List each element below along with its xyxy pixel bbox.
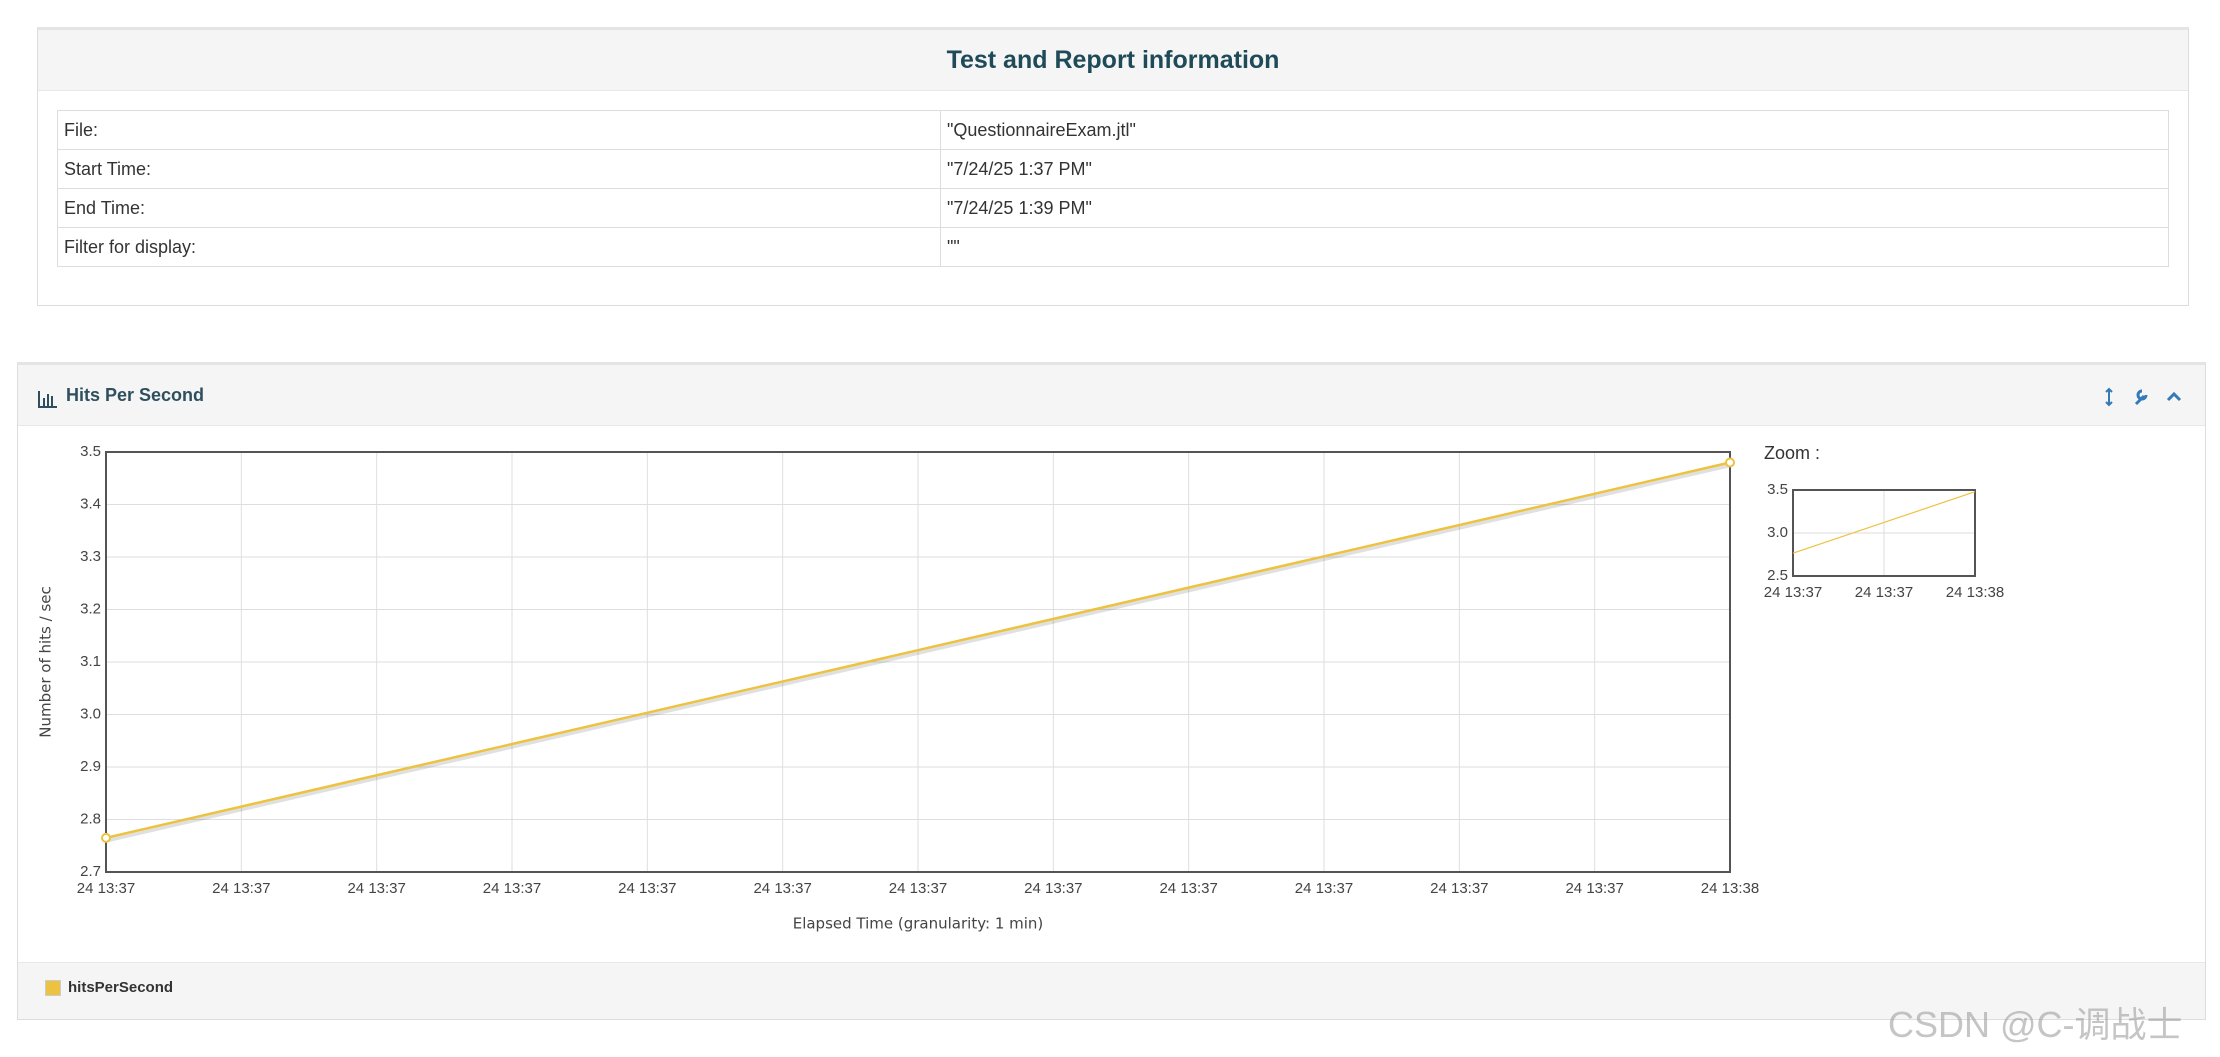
info-title: Test and Report information xyxy=(38,30,2188,91)
line-shadow xyxy=(105,463,1731,843)
y-tick-label: 3.3 xyxy=(80,548,101,565)
x-tick-label: 24 13:37 xyxy=(1295,880,1353,897)
x-tick-label: 24 13:37 xyxy=(1159,880,1217,897)
y-axis-label: Number of hits / sec xyxy=(37,586,55,738)
series-line xyxy=(105,461,1731,840)
y-tick-label: 3.5 xyxy=(80,443,101,460)
cell: Start Time: xyxy=(57,149,941,189)
x-axis-label: Elapsed Time (granularity: 1 min) xyxy=(793,915,1044,933)
y-tick-label: 2.8 xyxy=(80,810,101,827)
y-tick-label: 2.7 xyxy=(80,863,101,880)
x-tick-label: 24 13:37 xyxy=(1855,584,1913,601)
point xyxy=(1725,457,1735,468)
point xyxy=(101,832,111,843)
y-tick-label: 2.9 xyxy=(80,758,101,775)
panel-tools[interactable] xyxy=(2100,387,2200,407)
chart-icon xyxy=(38,391,57,408)
x-tick-label: 24 13:37 xyxy=(1430,880,1488,897)
x-tick-label: 24 13:37 xyxy=(1024,880,1082,897)
y-tick-label: 2.5 xyxy=(1767,567,1788,584)
cell: Filter for display: xyxy=(57,227,941,267)
info-panel: Test and Report information File: "Questi… xyxy=(37,27,2189,306)
chart-title: Hits Per Second xyxy=(66,385,205,405)
x-tick-label: 24 13:38 xyxy=(1946,584,2004,601)
row: Filter for display: "" xyxy=(57,227,2169,267)
legend: hitsPerSecond xyxy=(18,962,2205,1019)
legend-label: hitsPerSecond xyxy=(68,979,174,996)
x-tick-label: 24 13:37 xyxy=(618,880,676,897)
x-tick-label: 24 13:37 xyxy=(212,880,270,897)
zoom-title: Zoom : xyxy=(1764,443,1820,463)
x-tick-label: 24 13:37 xyxy=(483,880,541,897)
x-tick-label: 24 13:37 xyxy=(1764,584,1822,601)
row: End Time: "7/24/25 1:39 PM" xyxy=(57,188,2169,228)
chart-header: Hits Per Second xyxy=(18,365,2205,426)
cell: End Time: xyxy=(57,188,941,228)
info-table: File: "QuestionnaireExam.jtl" Start Time:… xyxy=(57,110,2169,267)
y-tick-label: 3.1 xyxy=(80,653,101,670)
series-line xyxy=(1792,491,1976,554)
row: Start Time: "7/24/25 1:37 PM" xyxy=(57,149,2169,189)
x-tick-label: 24 13:37 xyxy=(347,880,405,897)
chart-panel: Hits Per Second hitsPerSecond xyxy=(17,362,2206,1020)
watermark: CSDN @C-调战士 xyxy=(1888,1004,2183,1045)
y-tick-label: 3.0 xyxy=(80,705,101,722)
y-tick-label: 3.2 xyxy=(80,600,101,617)
plot-border xyxy=(105,451,1731,873)
cell: "7/24/25 1:37 PM" xyxy=(940,149,2169,189)
x-tick-label: 24 13:37 xyxy=(753,880,811,897)
x-tick-label: 24 13:37 xyxy=(889,880,947,897)
legend-swatch xyxy=(45,980,61,996)
cell: "7/24/25 1:39 PM" xyxy=(940,188,2169,228)
x-tick-label: 24 13:38 xyxy=(1701,880,1759,897)
y-tick-label: 3.0 xyxy=(1767,524,1788,541)
cell: "" xyxy=(940,227,2169,267)
y-tick-label: 3.4 xyxy=(80,495,101,512)
x-tick-label: 24 13:37 xyxy=(1565,880,1623,897)
y-tick-label: 3.5 xyxy=(1767,481,1788,498)
plot-border xyxy=(1792,489,1976,577)
x-tick-label: 24 13:37 xyxy=(77,880,135,897)
